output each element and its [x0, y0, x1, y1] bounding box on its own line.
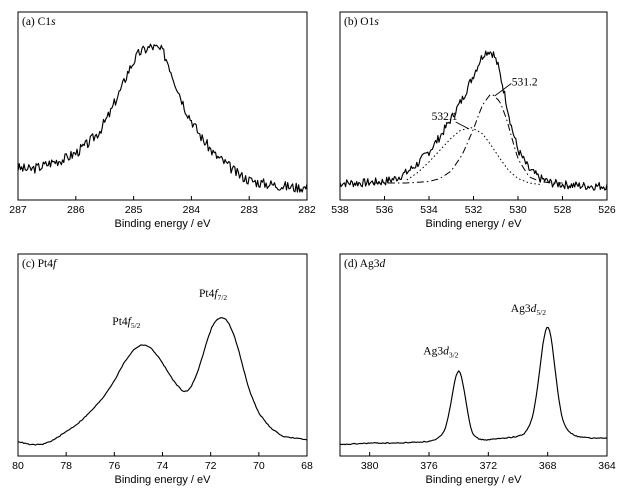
peak-label: Ag3d5/2 [511, 303, 546, 317]
x-tick-label: 286 [67, 204, 85, 216]
fit-peak-531-line [373, 93, 563, 184]
x-axis-label: Binding energy / eV [425, 218, 522, 230]
x-tick-label: 78 [60, 460, 72, 472]
spectrum-line [17, 317, 308, 446]
chart-panel: (d) Ag3d 380 376 372 368 364 Binding energy / … [339, 253, 616, 486]
x-tick-label: 282 [298, 204, 316, 216]
x-tick-label: 80 [12, 460, 24, 472]
peak-label: 532.1 [432, 111, 458, 123]
panel-title: (b) O1s [344, 16, 379, 28]
plot-frame [17, 11, 308, 201]
x-tick-label: 283 [240, 204, 258, 216]
x-tick-label: 76 [108, 460, 120, 472]
plot-frame [339, 253, 608, 457]
x-tick-label: 534 [420, 204, 438, 216]
x-tick-label: 530 [509, 204, 527, 216]
x-tick-label: 285 [125, 204, 143, 216]
chart-panel: (b) O1s 538 536 534 532 530 528 526 Binding ener… [331, 11, 616, 230]
x-axis-label: Binding energy / eV [114, 218, 211, 230]
chart-panel: (c) Pt4f 80 78 76 74 72 70 68 Binding energy / e… [12, 253, 313, 486]
plot-frame [17, 253, 308, 457]
x-tick-label: 532 [465, 204, 483, 216]
x-tick-label: 72 [205, 460, 217, 472]
x-tick-label: 376 [420, 460, 438, 472]
x-tick-label: 536 [376, 204, 394, 216]
plot-frame [339, 11, 608, 201]
x-axis-label: Binding energy / eV [425, 474, 522, 486]
panel-title: (a) C1s [22, 16, 56, 28]
x-tick-label: 528 [554, 204, 572, 216]
x-tick-label: 526 [598, 204, 616, 216]
x-tick-label: 372 [480, 460, 498, 472]
x-tick-label: 368 [539, 460, 557, 472]
x-tick-label: 538 [331, 204, 349, 216]
spectrum-line [339, 326, 608, 446]
x-tick-label: 380 [361, 460, 379, 472]
x-tick-label: 74 [157, 460, 169, 472]
x-axis-label: Binding energy / eV [114, 474, 211, 486]
peak-label: Ag3d3/2 [423, 346, 458, 360]
panel-title: (d) Ag3d [344, 258, 385, 270]
peak-label: Pt4f5/2 [112, 316, 140, 330]
x-tick-label: 68 [301, 460, 313, 472]
x-tick-label: 287 [9, 204, 27, 216]
fit-peak-532-line [406, 127, 541, 185]
leader-line [455, 121, 470, 130]
x-tick-label: 364 [598, 460, 616, 472]
peak-label: 531.2 [512, 77, 538, 89]
chart-panel: (a) C1s 287 286 285 284 283 282 Binding energy … [9, 11, 316, 230]
panel-title: (c) Pt4f [22, 258, 58, 270]
leader-line [494, 83, 512, 97]
x-tick-label: 70 [253, 460, 265, 472]
peak-label: Pt4f7/2 [199, 288, 227, 302]
spectrum-line [339, 50, 608, 191]
spectrum-line [17, 43, 308, 193]
x-tick-label: 284 [183, 204, 201, 216]
